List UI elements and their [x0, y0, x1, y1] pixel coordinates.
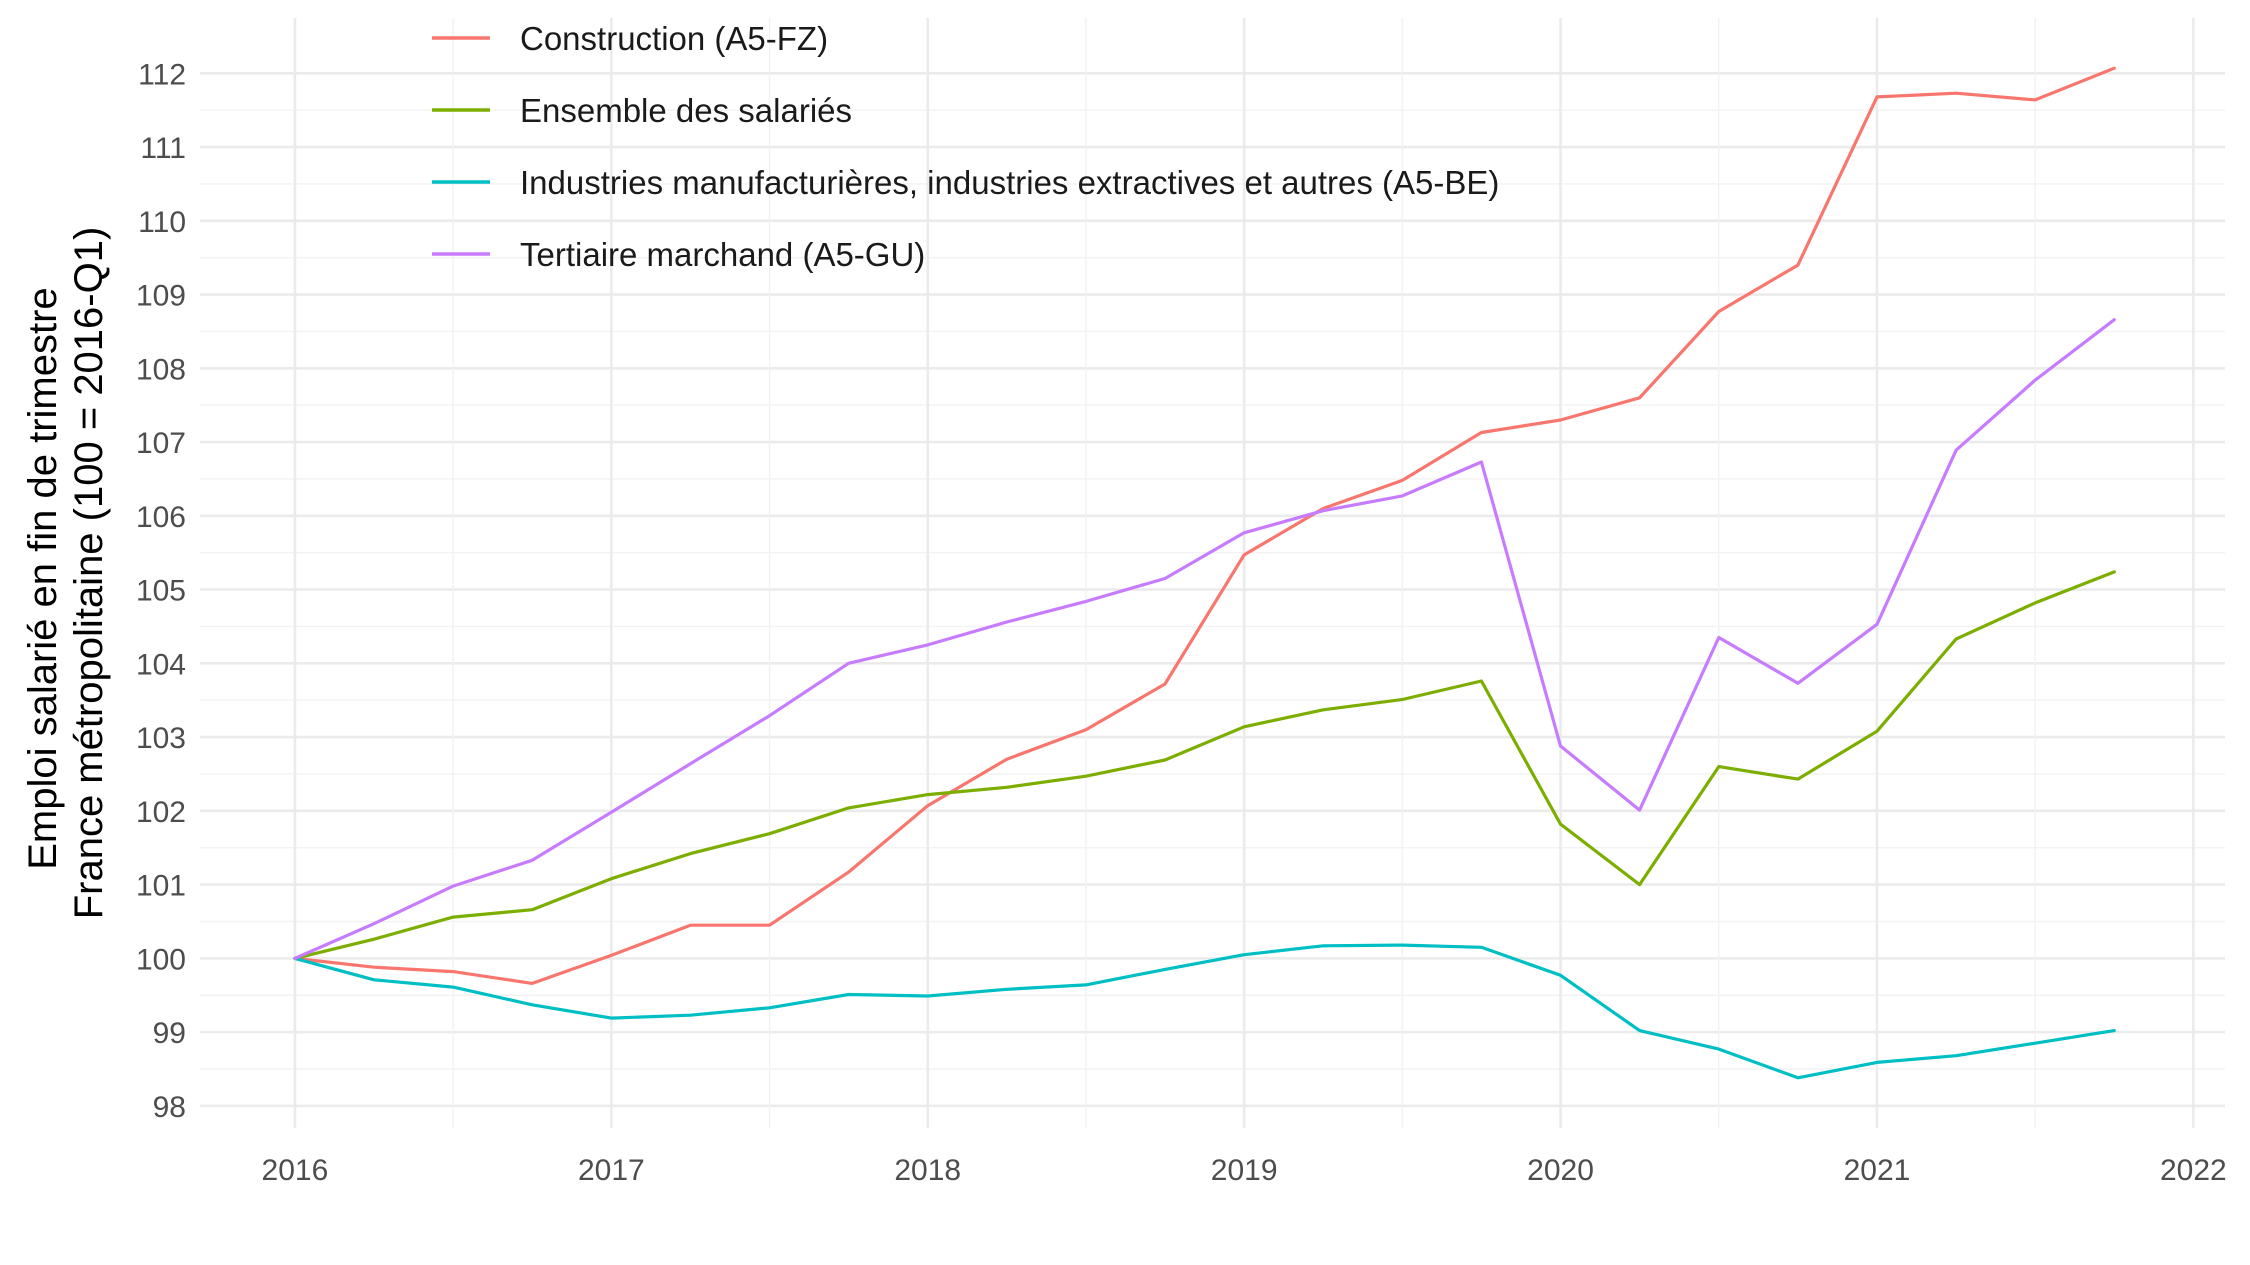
x-tick-label: 2016 — [262, 1154, 329, 1187]
y-tick-label: 105 — [136, 575, 186, 608]
y-axis-title-line-1: Emploi salarié en fin de trimestre — [21, 287, 65, 869]
y-axis-ticks: 98 99 100 101 102 103 104 105 106 107 108 109 110 111… — [136, 58, 186, 1124]
y-tick-label: 108 — [136, 353, 186, 386]
legend-label-1: Ensemble des salariés — [520, 92, 852, 129]
y-tick-label: 112 — [138, 58, 186, 91]
y-tick-label: 106 — [136, 501, 186, 534]
legend-label-0: Construction (A5-FZ) — [520, 20, 828, 57]
y-tick-label: 100 — [136, 943, 186, 976]
series-lines — [293, 66, 2116, 1080]
y-tick-label: 111 — [140, 132, 186, 165]
y-tick-label: 107 — [136, 427, 186, 460]
legend-label-2: Industries manufacturières, industries e… — [520, 164, 1499, 201]
legend-label-3: Tertiaire marchand (A5-GU) — [520, 236, 925, 273]
gridlines — [200, 18, 2225, 1128]
x-tick-label: 2022 — [2160, 1154, 2227, 1187]
x-tick-label: 2020 — [1527, 1154, 1594, 1187]
y-tick-label: 101 — [136, 870, 186, 903]
x-axis-ticks: 2016 2017 2018 2019 2020 2021 2022 — [262, 1154, 2227, 1187]
y-tick-label: 103 — [136, 722, 186, 755]
series-line-0 — [293, 66, 2116, 986]
x-tick-label: 2019 — [1211, 1154, 1278, 1187]
x-tick-label: 2021 — [1844, 1154, 1911, 1187]
y-tick-label: 102 — [136, 796, 186, 829]
y-axis-title: Emploi salarié en fin de trimestre Franc… — [21, 227, 111, 920]
series-line-1 — [293, 570, 2116, 961]
y-tick-label: 98 — [153, 1091, 186, 1124]
y-tick-label: 110 — [138, 206, 186, 239]
x-tick-label: 2017 — [578, 1154, 645, 1187]
series-line-3 — [293, 318, 2116, 961]
y-axis-title-line-2: France métropolitaine (100 = 2016-Q1) — [67, 227, 111, 920]
x-tick-label: 2018 — [894, 1154, 961, 1187]
legend: Construction (A5-FZ) Ensemble des salarié… — [432, 20, 1499, 273]
y-tick-label: 104 — [136, 648, 186, 681]
y-tick-label: 99 — [153, 1017, 186, 1050]
series-line-2 — [293, 943, 2116, 1080]
y-tick-label: 109 — [136, 280, 186, 313]
